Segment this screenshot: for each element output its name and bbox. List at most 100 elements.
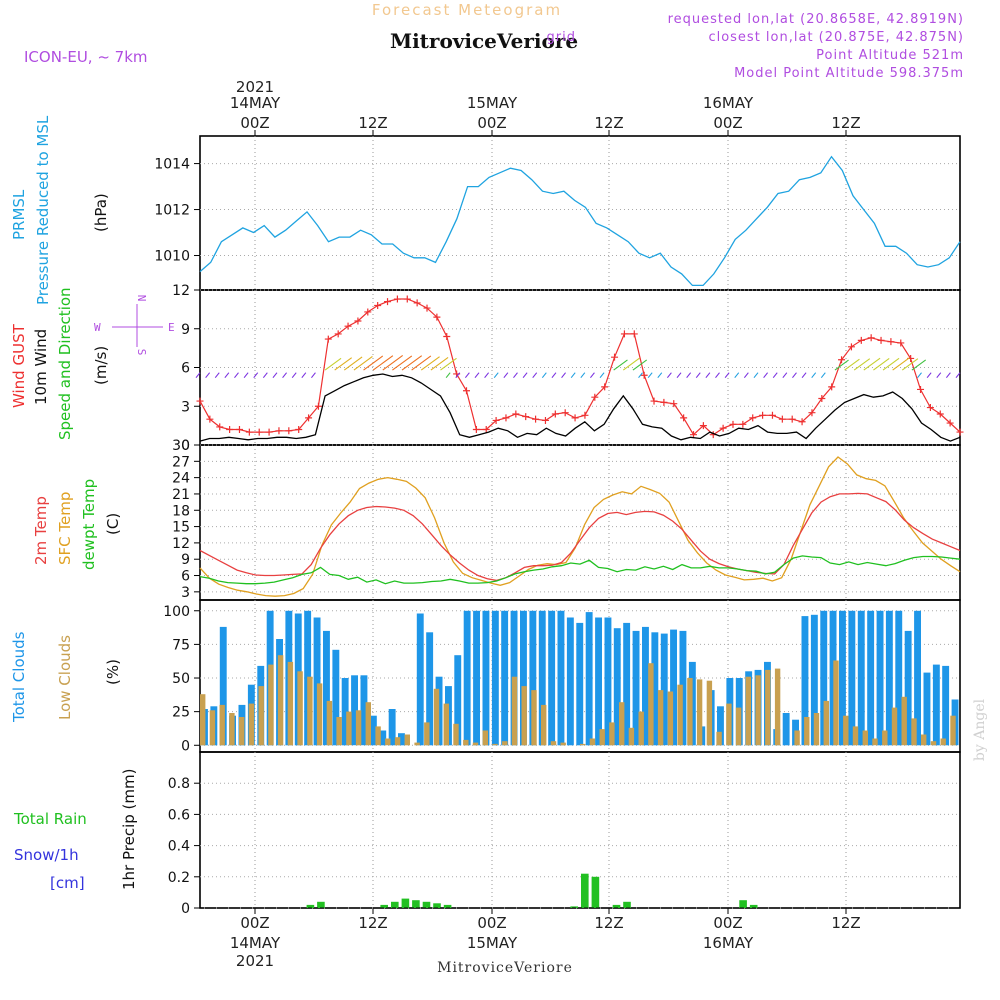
low-cloud-bar	[433, 688, 440, 746]
snow-label: Snow/1h	[14, 846, 79, 864]
total-cloud-bar	[454, 655, 462, 746]
wind-arrow	[753, 372, 759, 379]
total-cloud-bar	[538, 610, 546, 746]
closest-prefix: grid	[547, 30, 576, 45]
low-cloud-bar	[891, 707, 898, 746]
low-cloud-bar	[872, 738, 878, 746]
gust-marker	[601, 383, 609, 391]
low-cloud-bar	[346, 711, 352, 746]
total-cloud-bar	[416, 613, 424, 746]
bottom-date-label: 16MAY	[703, 934, 754, 952]
wind-arrow	[522, 372, 528, 379]
point-altitude: Point Altitude 521m	[816, 48, 964, 63]
top-time-axis: 00Z 12Z 00Z 12Z 00Z 12Z 14MAY 15MAY 16MAY 2021	[230, 78, 861, 132]
dewpt-label: dewpt Temp	[80, 479, 98, 570]
low-cloud-bar	[541, 704, 547, 746]
rain-bar	[623, 901, 631, 908]
wind-arrow	[195, 372, 201, 379]
top-date-label: 16MAY	[703, 94, 754, 112]
low-cloud-bar	[580, 743, 586, 746]
total-cloud-bar	[670, 629, 677, 746]
bottom-tick-label: 00Z	[240, 914, 269, 932]
wind-arrow	[382, 355, 404, 371]
top-tick-label: 00Z	[477, 114, 506, 132]
total-cloud-bar	[876, 610, 884, 746]
wind-arrow	[580, 372, 586, 379]
wind-arrow	[301, 372, 307, 379]
wind-arrow	[695, 372, 701, 379]
gust-marker	[838, 356, 846, 364]
low-cloud-bar	[209, 710, 216, 746]
y-tick-label: 21	[172, 487, 190, 503]
gust-marker	[640, 371, 648, 379]
gust-marker	[630, 330, 638, 338]
total-cloud-bar	[782, 713, 790, 746]
compass-w: W	[94, 321, 101, 334]
gust-marker	[887, 338, 895, 346]
total-cloud-bar	[801, 616, 809, 746]
total-cloud-bar	[642, 626, 649, 746]
wind-arrow	[243, 372, 249, 379]
wind-arrow	[834, 359, 849, 371]
gust-marker	[729, 420, 737, 428]
gust-marker	[374, 302, 382, 309]
low-cloud-bar	[833, 660, 839, 746]
total-cloud-bar	[313, 617, 321, 746]
wind-arrow	[613, 359, 628, 371]
low-cloud-bar	[667, 691, 674, 746]
rain-bar	[433, 903, 441, 908]
total-cloud-bar	[839, 610, 846, 746]
panel-pressure: 1010 1012 1014	[154, 130, 961, 291]
total-cloud-bar	[651, 632, 659, 746]
wind-arrow	[638, 372, 643, 379]
total-cloud-bar	[595, 617, 602, 746]
gust-marker	[364, 308, 372, 316]
gust-marker	[216, 423, 224, 431]
gust-marker	[581, 411, 589, 419]
low-cloud-bar	[657, 690, 664, 746]
compass-icon: N S W E	[94, 295, 175, 356]
y-tick-label: 30	[172, 438, 190, 454]
gust-marker	[433, 313, 441, 321]
y-tick-label: 15	[172, 520, 190, 536]
bottom-tick-label: 00Z	[713, 914, 742, 932]
y-tick-label: 1012	[154, 203, 190, 219]
wind-arrow	[917, 372, 922, 379]
wind-arrow	[464, 372, 470, 379]
wind-arrow	[715, 372, 720, 379]
low-cloud-bar	[843, 715, 849, 746]
low-cloud-bar	[424, 722, 430, 746]
wind-arrow	[945, 372, 951, 379]
gust-marker	[522, 413, 530, 421]
dewpt-line	[199, 555, 961, 585]
wind-arrow	[686, 372, 692, 379]
wind-10m-label: 10m Wind	[32, 329, 50, 405]
wind-arrow	[801, 372, 807, 379]
low-cloud-bar	[745, 676, 751, 746]
y-tick-label: 27	[172, 454, 190, 470]
y-tick-label: 1010	[154, 249, 190, 265]
low-cloud-bar	[463, 739, 469, 746]
y-tick-label: 0.6	[168, 807, 190, 823]
low-cloud-bar	[677, 684, 683, 746]
gust-marker	[897, 339, 905, 347]
wind-arrow	[353, 356, 373, 371]
gust-marker	[423, 304, 431, 312]
footer-station: MitroviceVeriore	[437, 960, 573, 976]
total-cloud-bar	[660, 633, 668, 746]
y-tick-label: 9	[181, 322, 190, 338]
total-cloud-bar	[914, 610, 921, 746]
gust-marker	[354, 317, 362, 325]
rain-bar	[380, 904, 388, 908]
gust-marker	[255, 428, 263, 436]
gust-marker	[719, 424, 727, 432]
y-tick-label: 3	[181, 399, 190, 415]
gust-marker	[403, 295, 411, 303]
y-tick-label: 0.2	[168, 870, 190, 886]
wind-arrow	[363, 355, 384, 371]
wind-arrow	[811, 372, 817, 379]
pressure-msl-label: Pressure Reduced to MSL	[34, 115, 52, 305]
wind-arrow	[513, 372, 518, 379]
rain-bar	[317, 901, 325, 908]
